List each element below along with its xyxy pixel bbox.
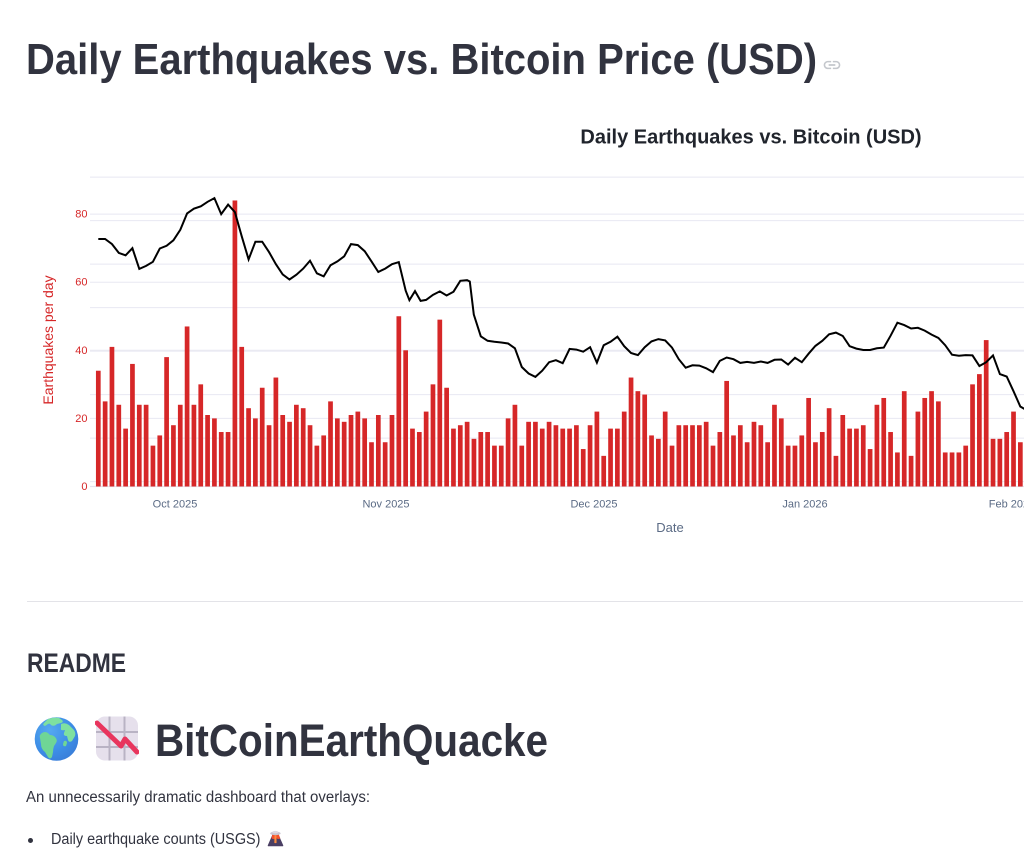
svg-text:0: 0 — [81, 481, 87, 493]
svg-text:Date: Date — [656, 520, 683, 535]
svg-text:Dec 2025: Dec 2025 — [570, 499, 617, 511]
svg-text:60: 60 — [75, 277, 87, 289]
svg-text:Daily Earthquakes vs. Bitcoin: Daily Earthquakes vs. Bitcoin (USD) — [580, 127, 921, 149]
svg-text:20: 20 — [75, 413, 87, 425]
svg-text:Oct 2025: Oct 2025 — [153, 499, 198, 511]
svg-text:40: 40 — [75, 345, 87, 357]
svg-text:Jan 2026: Jan 2026 — [782, 499, 827, 511]
svg-text:Nov 2025: Nov 2025 — [362, 499, 409, 511]
svg-text:Feb 2026: Feb 2026 — [989, 499, 1024, 511]
svg-text:Earthquakes per day: Earthquakes per day — [40, 275, 56, 404]
svg-text:80: 80 — [75, 209, 87, 221]
